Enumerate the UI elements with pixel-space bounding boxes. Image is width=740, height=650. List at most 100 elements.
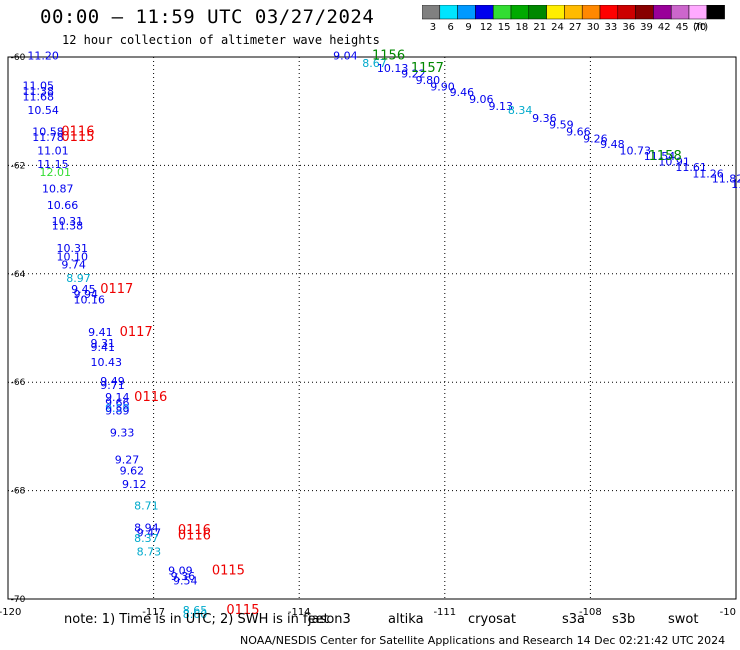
footer-note: note: 1) Time is in UTC; 2) SWH is in fe… (64, 612, 329, 627)
page-subtitle: 12 hour collection of altimeter wave hei… (62, 33, 380, 47)
wave-height-value: 10.66 (47, 199, 79, 212)
legend-label: 33 (605, 22, 618, 33)
wave-height-value: 9.33 (110, 426, 135, 439)
wave-height-value: 11.05 (23, 80, 54, 93)
wave-height-value: 9.59 (105, 402, 130, 415)
wave-height-value: 9.12 (122, 478, 147, 491)
wave-height-value: 11.68 (23, 90, 54, 103)
satellite-s3a: s3a (562, 612, 586, 627)
lat-tick-label: -68 (11, 487, 26, 497)
wave-height-value: 10.87 (42, 183, 73, 196)
wave-height-value: 11.15 (37, 158, 68, 171)
legend-label: 36 (622, 22, 635, 33)
wave-height-value: 9.59 (549, 119, 574, 132)
wave-height-value: 9.36 (171, 570, 196, 583)
lat-tick-label: -70 (11, 595, 26, 605)
pass-id-label: 0116 (61, 125, 94, 140)
pass-id-label: 0116 (134, 390, 167, 405)
lat-tick-label: -64 (11, 270, 26, 280)
legend-label: 3 (430, 22, 436, 33)
wave-height-value: 8.97 (66, 272, 91, 285)
lon-tick-label: -111 (433, 607, 456, 618)
wave-height-value: 11.57 (731, 178, 740, 191)
legend-label: 27 (569, 22, 582, 33)
wave-height-value: 8.37 (134, 532, 159, 545)
wave-height-value: 8.60 (183, 608, 208, 621)
wave-height-value: 9.36 (532, 112, 557, 125)
wave-height-value: 10.54 (27, 104, 59, 117)
wave-height-value: 9.71 (100, 379, 125, 392)
wave-height-value: 8.67 (362, 57, 387, 70)
page-title: 00:00 — 11:59 UTC 03/27/2024 (40, 6, 375, 28)
wave-height-value: 9.06 (469, 93, 494, 106)
wave-height-value: 9.90 (430, 81, 455, 94)
wave-height-value: 10.31 (52, 215, 84, 228)
wave-height-value: 9.13 (488, 100, 512, 113)
pass-id-label: 0117 (120, 325, 153, 340)
legend-label: 21 (533, 22, 546, 33)
wave-height-value: 11.26 (692, 167, 724, 180)
wave-height-value: 10.16 (74, 294, 106, 307)
lon-tick-label: -108 (579, 607, 602, 618)
lat-tick-label: -62 (11, 161, 26, 171)
wave-height-value: 10.43 (91, 356, 123, 369)
legend-label: 42 (658, 22, 671, 33)
legend-label: 70 (694, 22, 707, 33)
satellite-cryosat: cryosat (468, 612, 516, 627)
pass-id-label: 0116 (178, 528, 211, 543)
legend-label: 24 (551, 22, 564, 33)
pass-id-label: 1158 (649, 149, 682, 164)
lon-tick-label: -114 (288, 607, 311, 618)
wave-height-value: 9.80 (416, 74, 441, 87)
color-scale-legend: 3 6 9 12 15 18 21 24 27 30 33 36 39 42 45 70(ft) (422, 5, 725, 33)
pass-id-label: 0116 (178, 523, 211, 538)
wave-height-value: 9.27 (115, 454, 140, 467)
wave-height-value: 10.13 (377, 62, 409, 75)
satellite-swot: swot (668, 612, 699, 627)
satellite-jason3: jason3 (308, 612, 351, 627)
pass-id-label: 0115 (226, 603, 259, 618)
wave-height-value: 8.65 (183, 604, 208, 617)
pass-id-label: 1157 (411, 61, 444, 76)
legend-unit: (ft) (693, 22, 708, 33)
wave-height-value: 9.41 (88, 326, 113, 339)
wave-height-value: 9.41 (91, 341, 116, 354)
credit-line: NOAA/NESDIS Center for Satellite Applica… (240, 634, 726, 647)
wave-height-value: 9.04 (333, 50, 358, 63)
satellite-s3b: s3b (612, 612, 636, 627)
legend-label: 18 (516, 22, 529, 33)
lon-tick-label: -120 (0, 607, 21, 618)
wave-height-value: 9.46 (450, 86, 475, 99)
wave-height-value: 9.94 (74, 288, 99, 301)
wave-height-value: 9.74 (61, 258, 86, 271)
legend-label: 45 (676, 22, 689, 33)
wave-height-value: 12.01 (40, 166, 71, 179)
wave-height-value: 9.31 (91, 337, 116, 350)
lon-tick-label: -10 (720, 607, 736, 618)
wave-height-value: 9.14 (105, 391, 130, 404)
lon-tick-label: -117 (142, 607, 165, 618)
wave-height-value: 9.47 (137, 527, 162, 540)
wave-height-value: 9.48 (600, 138, 625, 151)
wave-height-value: 9.22 (401, 68, 426, 81)
wave-height-value: 8.73 (137, 546, 162, 559)
pass-id-label: 0115 (61, 130, 94, 145)
wave-height-value: 10.10 (57, 250, 89, 263)
wave-height-value: 10.31 (57, 242, 89, 255)
wave-height-value: 10.73 (620, 145, 652, 158)
wave-height-value: 11.78 (32, 131, 64, 144)
wave-height-value: 9.62 (120, 464, 145, 477)
pass-id-label: 0117 (100, 282, 133, 297)
wave-height-value: 11.82 (712, 173, 740, 186)
wave-height-value: 8.71 (134, 500, 159, 513)
legend-swatch (706, 5, 725, 20)
wave-height-value: 8.34 (508, 104, 532, 117)
wave-height-value: 9.09 (168, 565, 193, 578)
pass-id-label: 1156 (372, 49, 405, 64)
wave-height-value: 9.54 (173, 574, 198, 587)
lat-tick-label: -66 (11, 378, 26, 388)
wave-height-value: 11.54 (644, 150, 676, 163)
wave-height-value: 9.89 (105, 405, 130, 418)
wave-height-value: 9.66 (105, 397, 130, 410)
